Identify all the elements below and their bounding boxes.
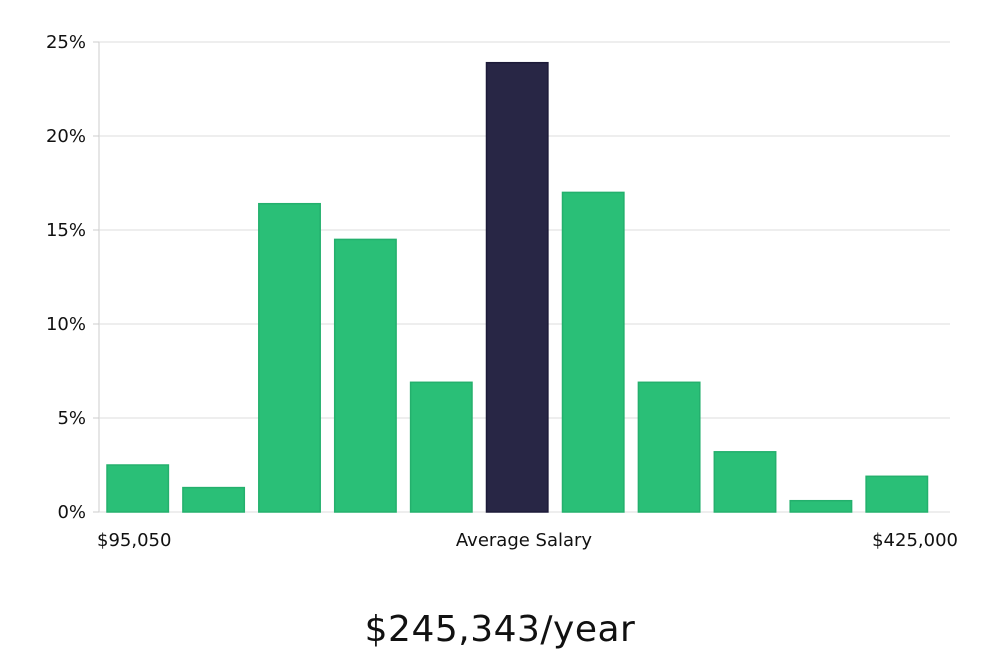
y-tick-label: 5%	[57, 408, 86, 429]
y-tick-labels: 0% 5% 10% 15% 20% 25%	[46, 32, 86, 523]
average-salary-value: $245,343/year	[364, 609, 636, 650]
bar	[258, 202, 321, 513]
bar	[865, 475, 929, 513]
bar	[106, 464, 170, 513]
x-label-min: $95,050	[97, 530, 171, 551]
y-tick-label: 15%	[46, 220, 86, 241]
bar-average-salary	[485, 61, 549, 513]
y-tick-label: 10%	[46, 314, 86, 335]
bar	[333, 238, 397, 513]
y-tick-label: 25%	[46, 32, 86, 53]
bars	[106, 61, 929, 513]
bar	[561, 191, 625, 513]
x-label-max: $425,000	[872, 530, 958, 551]
x-axis-labels: $95,050 Average Salary $425,000	[97, 530, 958, 551]
x-label-center: Average Salary	[456, 530, 593, 551]
y-tick-label: 20%	[46, 126, 86, 147]
bar	[637, 381, 701, 513]
bar	[713, 451, 777, 513]
histogram-plot: 0% 5% 10% 15% 20% 25% $95,050 Average Salary …	[46, 32, 958, 551]
bar	[789, 499, 853, 513]
y-tick-label: 0%	[57, 502, 86, 523]
bar	[409, 381, 473, 513]
bar	[182, 486, 246, 513]
